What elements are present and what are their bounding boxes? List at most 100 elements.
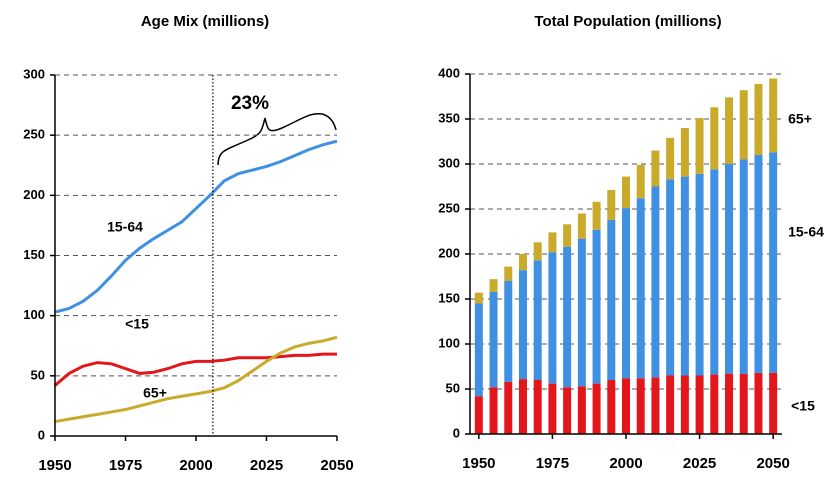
bar-segment <box>489 291 498 388</box>
x-tick-label: 1950 <box>38 457 71 474</box>
series-line <box>54 139 338 314</box>
bar-segment <box>695 173 704 376</box>
bar-segment <box>592 383 601 434</box>
bar-segment <box>518 270 527 380</box>
bar-segment <box>680 176 689 376</box>
bar-segment <box>666 179 675 376</box>
bar-segment <box>504 281 513 382</box>
y-tick-label: 0 <box>38 427 45 442</box>
y-tick-label: 100 <box>23 307 45 322</box>
bar-segment <box>710 107 719 170</box>
bar-segment <box>592 201 601 230</box>
annotation: 23% <box>231 93 269 114</box>
bar-segment <box>739 90 748 160</box>
y-tick-label: 250 <box>438 200 460 215</box>
bar-segment <box>563 224 572 247</box>
bar-segment <box>607 219 616 380</box>
bar-segment <box>607 190 616 220</box>
bar-segment <box>518 379 527 434</box>
bar-segment <box>548 252 557 384</box>
bar-segment <box>607 380 616 434</box>
bar-segment <box>769 78 778 153</box>
y-tick-label: 50 <box>446 380 460 395</box>
y-tick-label: 150 <box>438 290 460 305</box>
series-label: 15-64 <box>107 219 143 235</box>
bar-segment <box>754 372 763 434</box>
bar-segment <box>666 137 675 180</box>
series-label: 65+ <box>143 385 167 401</box>
bar-segment <box>489 279 498 292</box>
bar-segment <box>577 213 586 239</box>
bar-segment <box>548 232 557 253</box>
bar-segment <box>651 186 660 378</box>
x-tick-label: 2050 <box>756 455 789 472</box>
bar-segment <box>769 372 778 434</box>
x-tick-label: 2000 <box>609 455 642 472</box>
bar-segment <box>651 150 660 187</box>
bar-segment <box>548 383 557 434</box>
bar-segment <box>563 387 572 434</box>
bar-segment <box>504 381 513 434</box>
bar-segment <box>680 128 689 177</box>
bar-segment <box>636 198 645 379</box>
bar-segment <box>754 83 763 155</box>
bar-segment <box>489 387 498 434</box>
bar-segment <box>710 374 719 434</box>
bar-segment <box>739 159 748 374</box>
bar-segment <box>636 164 645 199</box>
brace <box>217 112 337 166</box>
x-tick-label: 2050 <box>320 457 353 474</box>
bar-segment <box>533 242 542 261</box>
bar-segment <box>474 303 483 397</box>
bar-segment <box>754 155 763 373</box>
bar-segment <box>577 386 586 434</box>
series-label: 65+ <box>788 111 812 127</box>
bar-segment <box>651 377 660 434</box>
bar-segment <box>533 260 542 380</box>
y-tick-label: 250 <box>23 127 45 142</box>
bar-segment <box>710 169 719 375</box>
x-tick-label: 1975 <box>536 455 569 472</box>
x-tick-label: 2025 <box>683 455 716 472</box>
bar-segment <box>592 229 601 384</box>
bar-segment <box>680 375 689 434</box>
bar-segment <box>622 378 630 434</box>
bar-segment <box>725 373 734 434</box>
bar-segment <box>725 164 734 374</box>
y-tick-label: 300 <box>438 155 460 170</box>
bar-segment <box>725 97 734 164</box>
x-tick-label: 1975 <box>109 457 142 474</box>
bar-segment <box>695 375 704 434</box>
bar-segment <box>666 375 675 434</box>
bar-segment <box>504 266 513 281</box>
x-tick-label: 2025 <box>250 457 283 474</box>
y-tick-label: 150 <box>23 247 45 262</box>
y-tick-label: 200 <box>438 245 460 260</box>
bar-segment <box>563 246 572 388</box>
series-line <box>54 335 338 424</box>
y-tick-label: 0 <box>453 425 460 440</box>
bar-segment <box>518 254 527 271</box>
y-tick-label: 350 <box>438 110 460 125</box>
bar-segment <box>474 292 483 304</box>
x-tick-label: 2000 <box>179 457 212 474</box>
series-label: 15-64 <box>788 224 824 240</box>
series-line <box>54 352 337 387</box>
bar-segment <box>622 208 630 379</box>
x-tick-label: 1950 <box>462 455 495 472</box>
y-tick-label: 100 <box>438 335 460 350</box>
series-label: <15 <box>791 398 815 414</box>
y-tick-label: 300 <box>23 66 45 81</box>
bar-segment <box>695 118 704 174</box>
series-label: <15 <box>125 316 149 332</box>
bar-segment <box>769 152 778 373</box>
bar-segment <box>533 380 542 434</box>
bar-segment <box>474 396 483 434</box>
y-tick-label: 200 <box>23 187 45 202</box>
bar-segment <box>622 176 630 209</box>
bar-segment <box>577 238 586 387</box>
bar-segment <box>636 378 645 434</box>
y-tick-label: 400 <box>438 65 460 80</box>
y-tick-label: 50 <box>31 367 45 382</box>
